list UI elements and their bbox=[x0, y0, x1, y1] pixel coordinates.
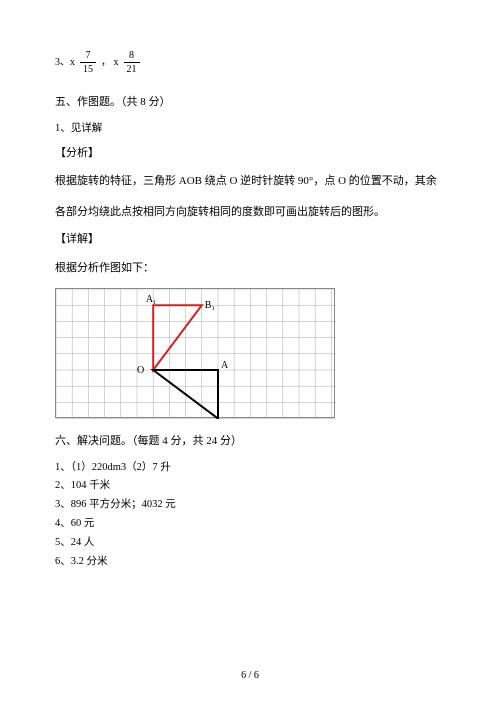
section-5-title: 五、作图题。（共 8 分） bbox=[55, 93, 445, 113]
frac1-den: 15 bbox=[83, 64, 93, 75]
analysis-text-1: 根据旋转的特征，三角形 AOB 绕点 O 逆时针旋转 90°，点 O 的位置不动… bbox=[55, 169, 445, 193]
svg-text:O: O bbox=[137, 365, 144, 376]
analysis-label: 【分析】 bbox=[55, 144, 445, 164]
detail-label: 【详解】 bbox=[55, 230, 445, 250]
s6-a5: 5、24 人 bbox=[55, 535, 445, 552]
s6-a2: 2、104 千米 bbox=[55, 478, 445, 495]
diagram-svg: OABA₁B₁ bbox=[56, 289, 336, 419]
page-number: 6 / 6 bbox=[0, 667, 500, 685]
s6-a4: 4、60 元 bbox=[55, 516, 445, 533]
q3-prefix: 3、x bbox=[55, 54, 75, 72]
frac2-num: 8 bbox=[129, 50, 134, 61]
fraction-1: 7 15 bbox=[80, 50, 96, 75]
s5-item1: 1、见详解 bbox=[55, 121, 445, 138]
s6-a1: 1、（1）220dm3（2）7 升 bbox=[55, 460, 445, 477]
q3-mid: ， x bbox=[101, 54, 119, 72]
fraction-2: 8 21 bbox=[124, 50, 140, 75]
frac2-den: 21 bbox=[127, 64, 137, 75]
detail-text: 根据分析作图如下： bbox=[55, 256, 445, 280]
section-6-title: 六、解决问题。（每题 4 分，共 24 分） bbox=[55, 432, 445, 452]
analysis-text-2: 各部分均绕此点按相同方向旋转相同的度数即可画出旋转后的图形。 bbox=[55, 200, 445, 224]
frac2-bar bbox=[124, 62, 140, 63]
frac1-num: 7 bbox=[86, 50, 91, 61]
svg-text:A: A bbox=[221, 360, 229, 371]
svg-text:A₁: A₁ bbox=[146, 294, 157, 305]
s6-a6: 6、3.2 分米 bbox=[55, 554, 445, 571]
frac1-bar bbox=[80, 62, 96, 63]
rotation-diagram: OABA₁B₁ bbox=[55, 288, 335, 418]
question-3-fractions: 3、x 7 15 ， x 8 21 bbox=[55, 50, 445, 75]
s6-a3: 3、896 平方分米；4032 元 bbox=[55, 497, 445, 514]
svg-text:B₁: B₁ bbox=[205, 300, 215, 311]
